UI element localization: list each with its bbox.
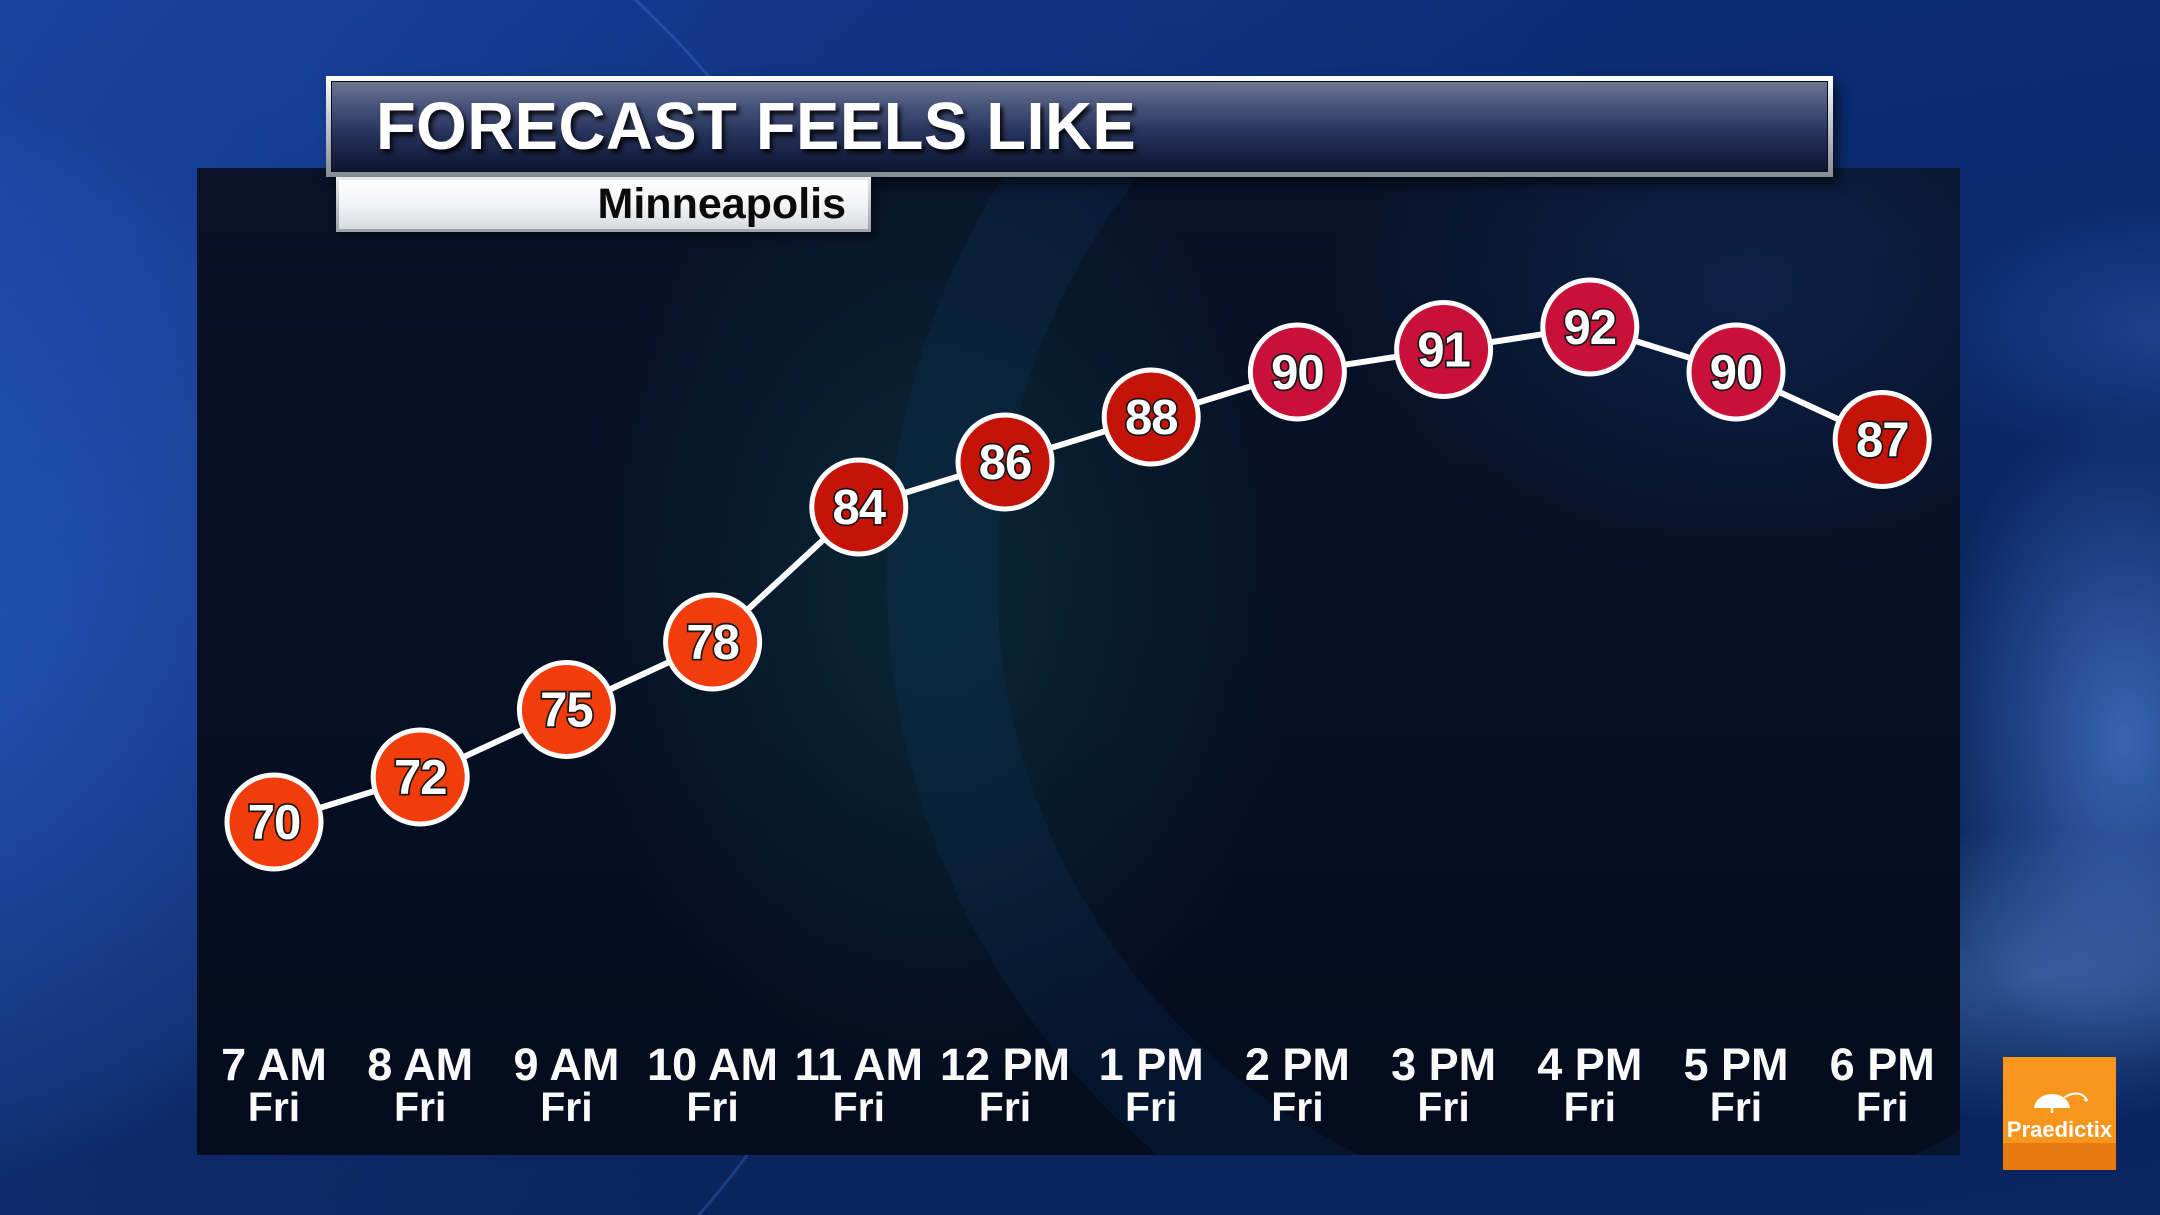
x-axis-time-label: 12 PM bbox=[940, 1039, 1070, 1090]
data-point-value: 88 bbox=[1125, 391, 1178, 445]
data-point-value: 90 bbox=[1710, 346, 1763, 400]
x-axis-day-label: Fri bbox=[1856, 1084, 1908, 1130]
data-point-value: 75 bbox=[540, 684, 593, 738]
logo-bottom-strip bbox=[2003, 1143, 2116, 1170]
data-point-marker bbox=[1686, 322, 1786, 422]
data-point-marker bbox=[955, 412, 1055, 512]
x-axis-time-label: 4 PM bbox=[1537, 1039, 1642, 1090]
x-axis-time-label: 11 AM bbox=[795, 1039, 923, 1090]
x-axis-day-label: Fri bbox=[686, 1084, 738, 1130]
x-axis-time-label: 10 AM bbox=[647, 1039, 778, 1090]
data-point-marker bbox=[663, 592, 763, 692]
title-bar-inner: FORECAST FEELS LIKE bbox=[331, 81, 1828, 172]
logo-wordmark: Praedictix bbox=[2006, 1116, 2113, 1142]
x-axis-day-label: Fri bbox=[248, 1084, 300, 1130]
x-axis-day-label: Fri bbox=[1417, 1084, 1469, 1130]
x-axis-day-label: Fri bbox=[1125, 1084, 1177, 1130]
data-point-marker bbox=[516, 660, 616, 759]
x-axis-day-label: Fri bbox=[833, 1084, 885, 1130]
chart-panel-texture bbox=[197, 168, 1960, 1155]
x-axis-time-label: 5 PM bbox=[1683, 1039, 1788, 1090]
x-axis-time-label: 2 PM bbox=[1245, 1039, 1350, 1090]
data-point-value: 78 bbox=[686, 616, 739, 670]
x-axis-day-label: Fri bbox=[394, 1084, 446, 1130]
data-point-marker bbox=[1394, 300, 1494, 399]
data-point-marker bbox=[1540, 277, 1640, 377]
data-point-value: 90 bbox=[1271, 346, 1324, 400]
x-axis-day-label: Fri bbox=[1564, 1084, 1616, 1130]
praedictix-logo: Praedictix bbox=[2003, 1057, 2116, 1170]
trend-line bbox=[273, 323, 1884, 825]
data-point-value: 84 bbox=[833, 481, 886, 535]
location-label: Minneapolis bbox=[597, 180, 846, 228]
title-bar: FORECAST FEELS LIKE bbox=[326, 76, 1833, 177]
x-axis-time-label: 6 PM bbox=[1830, 1039, 1935, 1090]
x-axis-day-label: Fri bbox=[979, 1084, 1031, 1130]
x-axis-time-label: 1 PM bbox=[1099, 1039, 1204, 1090]
data-point-value: 87 bbox=[1856, 414, 1909, 468]
x-axis-time-label: 9 AM bbox=[513, 1039, 619, 1090]
data-point-value: 91 bbox=[1417, 324, 1470, 378]
page-title: FORECAST FEELS LIKE bbox=[376, 89, 1137, 164]
umbrella-icon bbox=[2033, 1091, 2088, 1113]
x-axis-day-label: Fri bbox=[1271, 1084, 1323, 1130]
data-point-marker bbox=[1832, 390, 1932, 489]
data-point-marker bbox=[1101, 367, 1201, 467]
location-bar: Minneapolis bbox=[336, 177, 871, 232]
x-axis-day-label: Fri bbox=[1710, 1084, 1762, 1130]
x-axis-time-label: 8 AM bbox=[367, 1039, 473, 1090]
data-point-marker bbox=[1247, 322, 1347, 422]
x-axis-time-label: 3 PM bbox=[1391, 1039, 1496, 1090]
x-axis-day-label: Fri bbox=[540, 1084, 592, 1130]
data-point-marker bbox=[809, 457, 909, 557]
data-point-value: 72 bbox=[394, 751, 447, 805]
data-point-marker bbox=[224, 772, 324, 872]
data-point-value: 70 bbox=[248, 796, 301, 850]
data-point-marker bbox=[370, 727, 470, 827]
data-point-value: 86 bbox=[979, 436, 1032, 490]
data-point-value: 92 bbox=[1564, 301, 1617, 355]
x-axis-time-label: 7 AM bbox=[221, 1039, 327, 1090]
chart-panel bbox=[197, 168, 1960, 1155]
location-bar-inner: Minneapolis bbox=[339, 180, 868, 229]
